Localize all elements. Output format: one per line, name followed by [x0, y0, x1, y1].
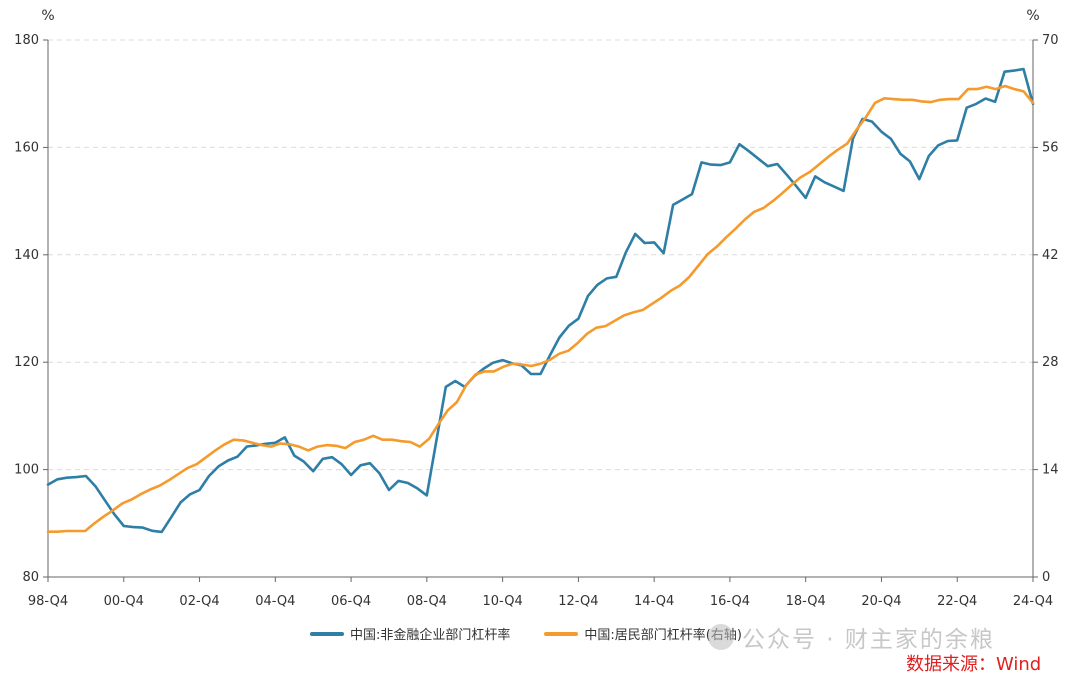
right-tick-label: 70 — [1042, 33, 1059, 48]
left-axis-unit: % — [41, 8, 54, 24]
left-y-axis: 80 100 120 140 160 180 — [14, 33, 48, 585]
right-tick-label: 42 — [1042, 248, 1059, 263]
left-tick-label: 180 — [14, 33, 39, 48]
series-line-household — [46, 84, 1035, 534]
right-tick-label: 28 — [1042, 355, 1059, 370]
legend-item-corporate[interactable]: 中国:非金融企业部门杠杆率 — [310, 624, 510, 643]
x-tick-label: 00-Q4 — [104, 594, 144, 609]
x-tick-label: 02-Q4 — [179, 594, 219, 609]
x-tick-label: 24-Q4 — [1013, 594, 1053, 609]
series-line-corporate — [46, 67, 1035, 534]
x-tick-label: 16-Q4 — [710, 594, 750, 609]
axes — [47, 40, 1034, 578]
x-tick-label: 06-Q4 — [331, 594, 371, 609]
gridlines — [48, 39, 1033, 471]
right-tick-label: 56 — [1042, 140, 1059, 155]
x-tick-label: 04-Q4 — [255, 594, 295, 609]
legend-swatch-corporate — [310, 631, 344, 636]
x-tick-label: 22-Q4 — [937, 594, 977, 609]
watermark: 公众号 · 财主家的余粮 — [708, 620, 995, 654]
watermark-text: 公众号 · 财主家的余粮 — [742, 627, 995, 653]
legend-label-household: 中国:居民部门杠杆率(右轴) — [584, 628, 742, 643]
left-tick-label: 160 — [14, 140, 39, 155]
right-tick-label: 14 — [1042, 463, 1059, 478]
left-tick-label: 100 — [14, 463, 39, 478]
x-tick-label: 08-Q4 — [407, 594, 447, 609]
left-tick-label: 140 — [14, 248, 39, 263]
right-axis-unit: % — [1026, 8, 1039, 24]
left-tick-label: 120 — [14, 355, 39, 370]
x-tick-label: 14-Q4 — [634, 594, 674, 609]
legend-label-corporate: 中国:非金融企业部门杠杆率 — [350, 628, 511, 643]
legend: 中国:非金融企业部门杠杆率 中国:居民部门杠杆率(右轴) — [310, 624, 742, 643]
series-lines — [46, 67, 1035, 534]
legend-swatch-household — [544, 631, 579, 636]
right-tick-label: 0 — [1042, 570, 1050, 585]
x-tick-label: 98-Q4 — [28, 594, 68, 609]
left-tick-label: 80 — [22, 570, 39, 585]
legend-item-household[interactable]: 中国:居民部门杠杆率(右轴) — [544, 624, 742, 643]
x-tick-label: 12-Q4 — [558, 594, 598, 609]
x-tick-label: 10-Q4 — [483, 594, 523, 609]
x-tick-label: 20-Q4 — [861, 594, 901, 609]
x-axis: 98-Q4 00-Q4 02-Q4 04-Q4 06-Q4 08-Q4 10-Q4 12-Q4… — [28, 577, 1053, 609]
source-note: 数据来源：Wind — [906, 654, 1042, 675]
x-tick-label: 18-Q4 — [786, 594, 826, 609]
right-y-axis: 0 14 28 42 56 70 — [1033, 33, 1059, 585]
wechat-icon — [708, 624, 734, 650]
